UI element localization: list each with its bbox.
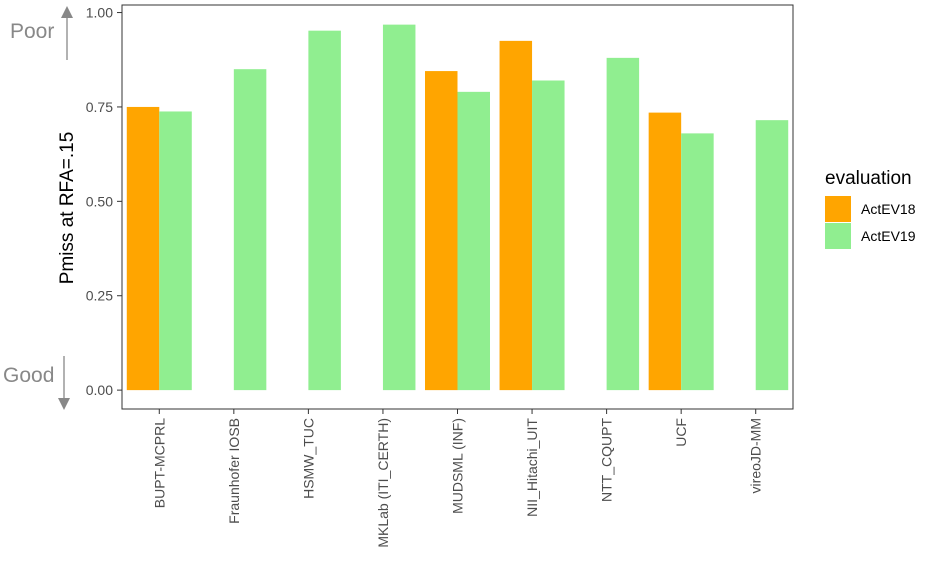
y-tick-label: 1.00	[86, 5, 113, 21]
y-axis: 0.00 0.25 0.50 0.75 1.00	[86, 5, 122, 398]
y-axis-title: Pmiss at RFA=.15	[57, 132, 78, 285]
y-tick-label: 0.25	[86, 288, 113, 304]
poor-label: Poor	[10, 20, 54, 43]
x-tick-label: NII_Hitachi_UIT	[524, 418, 540, 517]
bar-actev18	[648, 112, 682, 391]
x-tick-label: MKLab (ITI_CERTH)	[375, 418, 391, 548]
x-axis: BUPT-MCPRL Fraunhofer IOSB HSMW_TUC MKLab (…	[151, 409, 764, 548]
good-arrow-icon	[58, 398, 70, 410]
good-label: Good	[3, 364, 54, 387]
legend-title: evaluation	[825, 168, 912, 189]
x-tick-label: NTT_CQUPT	[599, 418, 615, 502]
bar-actev19	[457, 91, 490, 391]
x-tick-label: vireoJD-MM	[748, 418, 764, 493]
legend-label: ActEV19	[861, 228, 916, 244]
x-tick-label: HSMW_TUC	[300, 418, 316, 499]
bar-actev19	[606, 57, 640, 391]
y-tick-label: 0.00	[86, 382, 113, 398]
x-tick-label: UCF	[673, 418, 689, 447]
legend-key-actev18	[825, 196, 851, 222]
bar-actev19	[382, 24, 416, 391]
legend: evaluation ActEV18 ActEV19	[825, 168, 916, 249]
bar-actev19	[532, 80, 565, 391]
bar-actev19	[233, 69, 267, 391]
bar-actev19	[755, 120, 789, 391]
bar-actev19	[159, 111, 192, 391]
bar-actev18	[499, 40, 533, 391]
x-tick-label: BUPT-MCPRL	[151, 418, 167, 508]
bar-actev18	[425, 71, 458, 391]
x-tick-label: MUDSML (INF)	[450, 418, 466, 514]
x-tick-label: Fraunhofer IOSB	[226, 418, 242, 524]
bar-actev19	[681, 133, 714, 391]
good-annotation: Good	[3, 356, 70, 410]
legend-label: ActEV18	[861, 201, 916, 217]
y-tick-label: 0.50	[86, 193, 113, 209]
bar-actev18	[126, 106, 160, 391]
poor-annotation: Poor	[10, 6, 73, 60]
poor-arrow-icon	[61, 6, 73, 18]
bar-actev19	[308, 30, 341, 391]
bars-layer	[126, 24, 789, 391]
y-tick-label: 0.75	[86, 99, 113, 115]
legend-key-actev19	[825, 223, 851, 249]
